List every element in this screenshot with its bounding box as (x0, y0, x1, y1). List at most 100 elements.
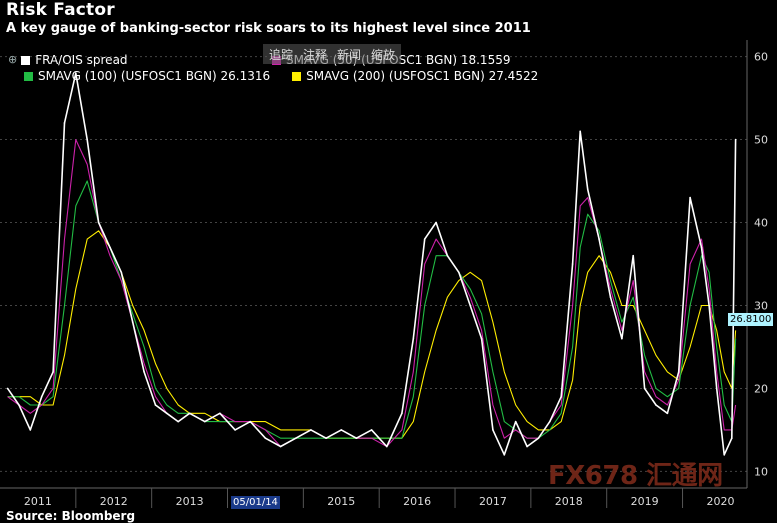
series-line-3 (7, 230, 737, 439)
data-point (643, 387, 646, 390)
data-point (598, 238, 600, 240)
legend-label: SMAVG (200) (USFOSC1 BGN) 27.4522 (306, 69, 539, 83)
data-point (177, 420, 180, 423)
data-point (219, 412, 221, 415)
x-tick-label: 2020 (706, 495, 734, 508)
data-point (412, 337, 415, 340)
data-point (666, 412, 669, 415)
data-point (446, 254, 449, 257)
x-tick-label: 2013 (176, 495, 204, 508)
data-point (294, 437, 297, 440)
data-point (29, 429, 32, 431)
legend-label: FRA/OIS spread (35, 53, 128, 67)
last-value-badge: 26.8100 (728, 313, 774, 326)
x-tick-label: 2015 (327, 495, 355, 508)
data-point (621, 337, 623, 340)
data-point (560, 395, 562, 398)
data-point (370, 429, 373, 431)
legend-label: SMAVG (100) (USFOSC1 BGN) 26.1316 (38, 69, 271, 83)
line-chart: 1020304050602011201220132014201520162017… (0, 40, 768, 508)
legend-swatch (24, 71, 33, 81)
data-point (579, 130, 581, 133)
series-line-0 (6, 72, 737, 456)
series-line-1 (7, 139, 737, 448)
y-tick-label: 30 (754, 299, 768, 312)
legend-item-smavg100: SMAVG (100) (USFOSC1 BGN) 26.1316 SMAVG … (24, 68, 538, 84)
data-point (700, 246, 703, 249)
chart-toolbar: 追踪 注释 新闻 缩放 (263, 44, 402, 64)
y-tick-label: 40 (754, 217, 768, 230)
data-point (188, 412, 191, 415)
data-point (18, 404, 20, 406)
y-tick-label: 10 (754, 465, 768, 478)
data-point (458, 271, 460, 274)
data-point (264, 437, 267, 440)
date-badge: 05/01/14 (231, 496, 280, 509)
legend-item-fra-ois: ⊕ FRA/OIS spread (8, 52, 538, 68)
data-point (655, 404, 657, 406)
x-tick-label: 2016 (403, 495, 431, 508)
data-point (63, 122, 66, 124)
data-point (385, 445, 388, 448)
data-point (723, 454, 726, 456)
data-point (731, 437, 733, 440)
data-point (480, 337, 483, 340)
data-point (6, 387, 9, 390)
data-point (234, 429, 236, 431)
data-point (423, 238, 426, 240)
data-point (609, 296, 612, 298)
data-point (571, 263, 574, 265)
data-point (154, 404, 157, 406)
y-tick-label: 20 (754, 382, 768, 395)
data-point (549, 420, 551, 423)
x-tick-label: 2019 (631, 495, 659, 508)
data-point (503, 454, 506, 456)
legend-swatch (21, 55, 31, 65)
data-point (249, 420, 252, 423)
data-point (355, 437, 358, 440)
x-tick-label: 2018 (555, 495, 583, 508)
pin-icon[interactable]: ⊕ (8, 53, 18, 66)
annotate-button[interactable]: 注释 (303, 47, 328, 62)
data-point (340, 429, 343, 431)
x-tick-label: 2017 (479, 495, 507, 508)
data-point (279, 445, 282, 448)
data-point (677, 371, 680, 373)
chart-title: Risk Factor (6, 0, 115, 20)
legend-swatch (292, 71, 302, 81)
news-button[interactable]: 新闻 (337, 47, 362, 62)
data-point (526, 445, 528, 448)
data-point (131, 321, 134, 323)
data-point (109, 246, 111, 249)
data-point (435, 221, 437, 224)
x-tick-label: 2012 (100, 495, 128, 508)
data-point (97, 221, 100, 224)
track-button[interactable]: 追踪 (269, 47, 294, 62)
data-point (632, 254, 635, 257)
chart-subtitle: A key gauge of banking-sector risk soars… (6, 21, 531, 36)
x-tick-label: 2011 (24, 495, 52, 508)
data-point (734, 138, 737, 141)
data-point (401, 412, 403, 415)
data-point (708, 304, 710, 307)
data-point (310, 429, 312, 431)
data-point (325, 437, 327, 440)
y-tick-label: 50 (754, 134, 768, 147)
data-point (689, 196, 691, 199)
data-point (86, 138, 89, 141)
data-point (143, 371, 145, 373)
data-point (715, 387, 718, 390)
data-point (537, 437, 540, 440)
data-point (586, 188, 589, 191)
source-footer: Source: Bloomberg (6, 509, 136, 523)
data-point (203, 420, 206, 423)
data-point (52, 371, 54, 373)
y-tick-label: 60 (754, 51, 768, 64)
data-point (75, 72, 77, 74)
zoom-button[interactable]: 缩放 (371, 47, 396, 62)
data-point (514, 420, 517, 423)
data-point (469, 304, 471, 307)
watermark: FX678 汇通网 (548, 461, 723, 491)
data-point (492, 429, 494, 431)
data-point (120, 271, 123, 274)
